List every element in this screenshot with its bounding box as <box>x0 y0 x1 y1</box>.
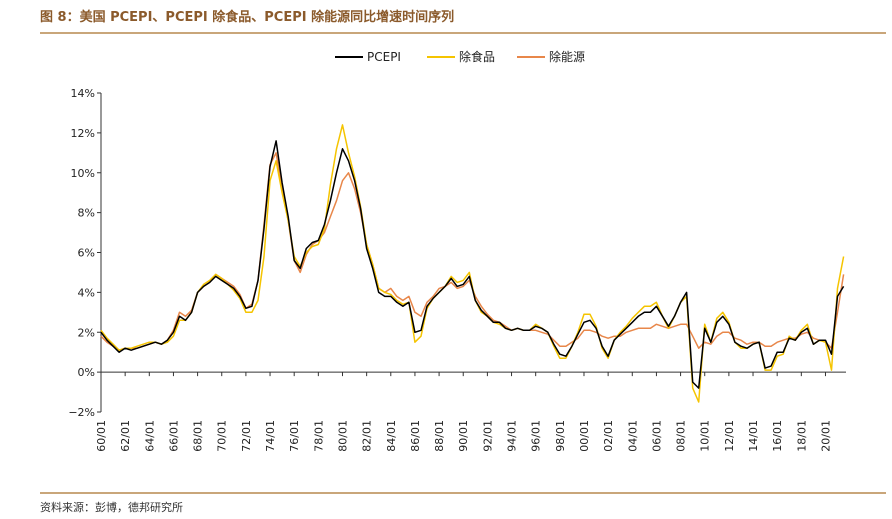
y-tick-label: 0% <box>78 366 95 379</box>
x-tick-label: 72/01 <box>240 420 253 452</box>
bottom-divider <box>40 492 886 494</box>
x-tick-label: 00/01 <box>578 420 591 452</box>
series-line-2 <box>100 152 845 351</box>
x-tick-label: 88/01 <box>433 420 446 452</box>
series-line-0 <box>100 140 845 389</box>
figure-title: 图 8：美国 PCEPI、PCEPI 除食品、PCEPI 除能源同比增速时间序列 <box>40 10 455 25</box>
chart-legend: PCEPI 除食品 除能源 <box>335 49 585 64</box>
legend-label-1: 除食品 <box>459 49 495 64</box>
x-tick-label: 18/01 <box>795 420 808 452</box>
x-tick-label: 20/01 <box>819 420 832 452</box>
x-tick-label: 90/01 <box>457 420 470 452</box>
source-note: 资料来源：彭博，德邦研究所 <box>40 501 183 514</box>
x-tick-label: 78/01 <box>312 420 325 452</box>
x-tick-label: 66/01 <box>167 420 180 452</box>
x-tick-label: 12/01 <box>723 420 736 452</box>
x-tick-label: 82/01 <box>361 420 374 452</box>
chart-axes: −2% 0% 2% 4% 6% 8% 10% 12% 14% 60/01 62/01 64/01 66/… <box>68 87 846 452</box>
y-tick-label: −2% <box>68 406 95 419</box>
y-tick-label: 2% <box>78 326 95 339</box>
x-tick-label: 06/01 <box>650 420 663 452</box>
x-tick-label: 92/01 <box>481 420 494 452</box>
x-tick-label: 64/01 <box>143 420 156 452</box>
x-tick-label: 10/01 <box>699 420 712 452</box>
x-tick-label: 04/01 <box>626 420 639 452</box>
x-tick-label: 80/01 <box>336 420 349 452</box>
y-tick-label: 10% <box>71 167 95 180</box>
top-divider <box>40 32 886 34</box>
x-tick-label: 94/01 <box>506 420 519 452</box>
x-tick-label: 68/01 <box>192 420 205 452</box>
x-tick-label: 16/01 <box>771 420 784 452</box>
x-tick-label: 74/01 <box>264 420 277 452</box>
series-line-1 <box>100 124 845 403</box>
x-tick-label: 86/01 <box>409 420 422 452</box>
x-tick-label: 62/01 <box>119 420 132 452</box>
y-tick-label: 6% <box>78 247 95 260</box>
x-tick-label: 60/01 <box>95 420 108 452</box>
x-tick-label: 14/01 <box>747 420 760 452</box>
x-tick-label: 98/01 <box>554 420 567 452</box>
x-tick-label: 96/01 <box>530 420 543 452</box>
legend-label-2: 除能源 <box>549 49 585 64</box>
y-tick-label: 14% <box>71 87 95 100</box>
y-tick-label: 12% <box>71 127 95 140</box>
x-tick-label: 08/01 <box>675 420 688 452</box>
x-tick-label: 02/01 <box>602 420 615 452</box>
y-tick-label: 8% <box>78 207 95 220</box>
chart-series-lines <box>100 124 845 403</box>
x-tick-label: 84/01 <box>385 420 398 452</box>
x-tick-label: 70/01 <box>216 420 229 452</box>
legend-label-0: PCEPI <box>367 50 401 64</box>
y-tick-label: 4% <box>78 286 95 299</box>
x-tick-label: 76/01 <box>288 420 301 452</box>
